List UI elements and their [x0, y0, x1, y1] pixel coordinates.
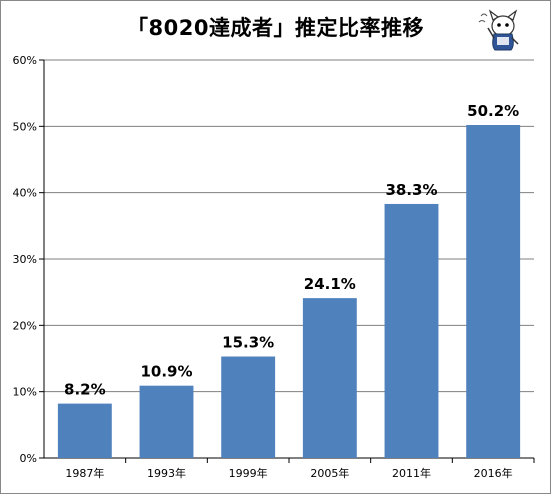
x-tick-label: 1987年 [65, 466, 104, 480]
y-tick-label: 40% [13, 187, 37, 200]
bar [221, 356, 276, 458]
data-label: 15.3% [222, 334, 274, 352]
data-label: 38.3% [385, 181, 437, 199]
bar [466, 125, 521, 459]
bar [57, 403, 112, 458]
bar [384, 203, 439, 458]
y-tick-label: 50% [13, 120, 37, 133]
data-label: 10.9% [140, 363, 192, 381]
x-tick-label: 1999年 [229, 466, 268, 480]
y-tick-label: 60% [13, 54, 37, 67]
x-tick-label: 2011年 [392, 466, 431, 480]
x-tick-label: 2005年 [310, 466, 349, 480]
y-tick-label: 10% [13, 386, 37, 399]
y-tick-label: 30% [13, 253, 37, 266]
data-label: 8.2% [64, 381, 106, 399]
data-label: 50.2% [467, 102, 519, 120]
bar [302, 298, 357, 458]
x-tick-label: 2016年 [474, 466, 513, 480]
y-tick-label: 20% [13, 319, 37, 332]
bar [139, 385, 194, 458]
data-label: 24.1% [304, 275, 356, 293]
x-tick-label: 1993年 [147, 466, 186, 480]
y-tick-label: 0% [20, 452, 37, 465]
chart-title: 「8020達成者」推定比率推移 [127, 16, 424, 40]
